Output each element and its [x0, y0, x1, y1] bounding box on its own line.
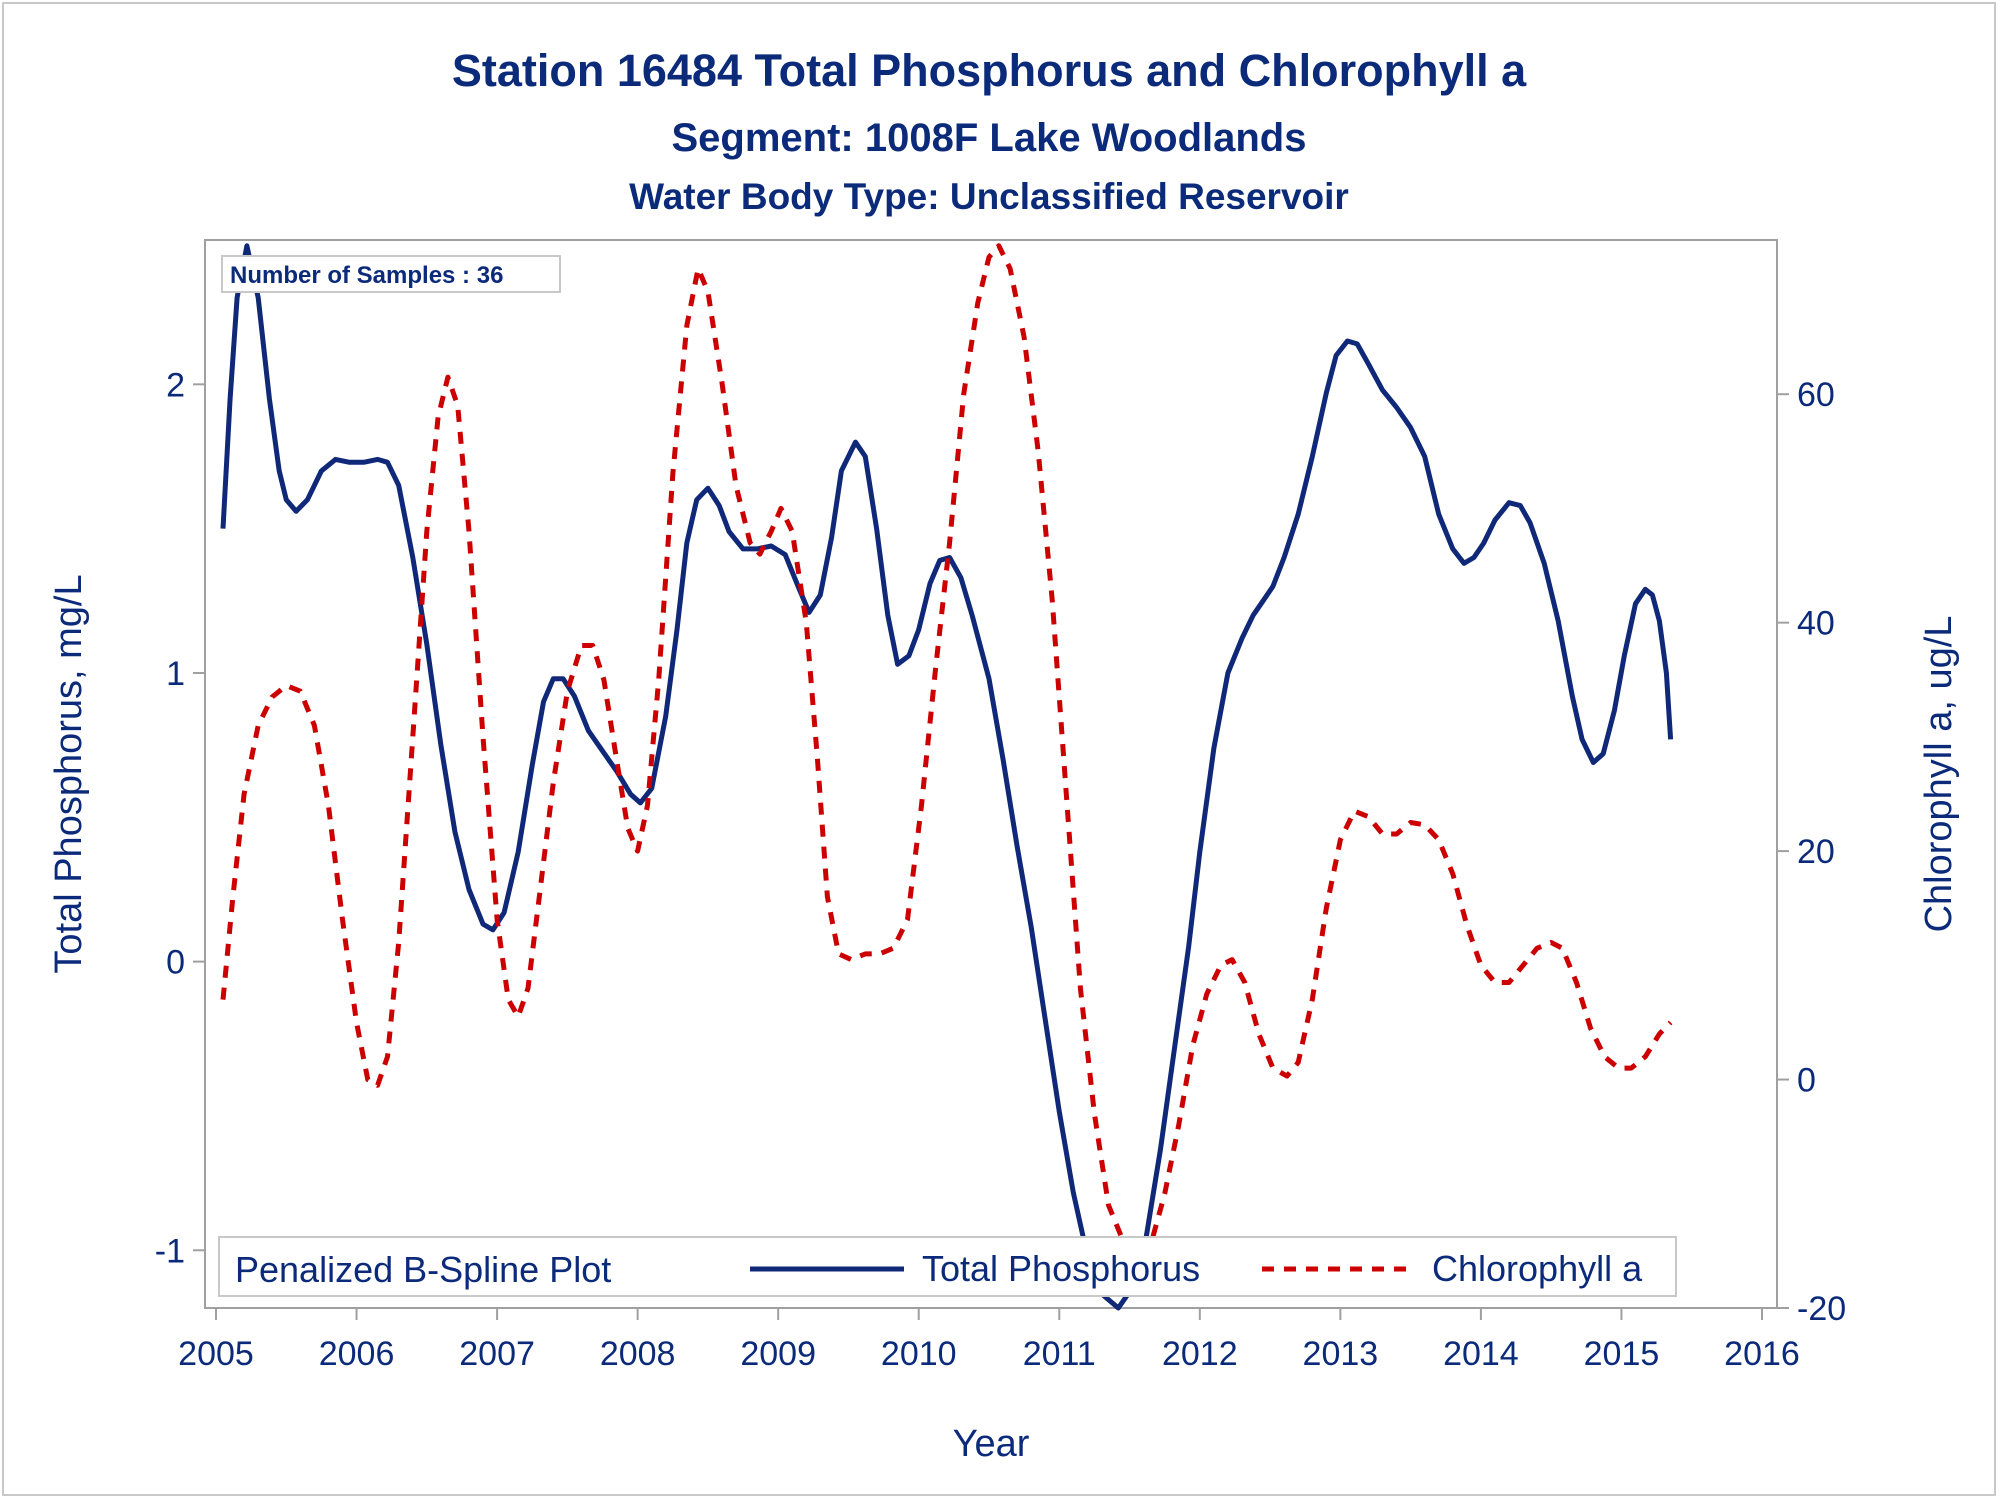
x-tick-label: 2008	[600, 1335, 676, 1373]
sample-count-box	[221, 255, 561, 293]
x-tick-label: 2006	[319, 1335, 395, 1373]
chart-title: Station 16484 Total Phosphorus and Chlor…	[452, 45, 1527, 96]
y-right-tick-label: 0	[1797, 1062, 1816, 1100]
y-right-tick-label: 60	[1797, 376, 1835, 414]
series-layer	[220, 243, 1674, 1311]
y-right-tick-label: 40	[1797, 605, 1835, 643]
x-tick-label: 2011	[1023, 1335, 1096, 1373]
legend-box	[218, 1236, 1677, 1297]
chart-canvas: Station 16484 Total Phosphorus and Chlor…	[48, 45, 1960, 1465]
x-tick-label: 2009	[740, 1335, 816, 1373]
x-tick-label: 2013	[1303, 1335, 1379, 1373]
x-axis-label: Year	[953, 1423, 1030, 1465]
x-tick-label: 2012	[1162, 1335, 1238, 1373]
y-left-tick-label: 0	[166, 944, 185, 982]
y-left-tick-label: 2	[166, 366, 185, 404]
legend-label-chlorophyll: Chlorophyll a	[1432, 1248, 1643, 1289]
y-axis-right-label: Chlorophyll a, ug/L	[1918, 616, 1960, 933]
y-left-tick-label: 1	[166, 655, 185, 693]
sample-count-inset: Number of Samples : 36	[221, 255, 561, 293]
x-tick-label: 2016	[1724, 1335, 1800, 1373]
chart-subtitle-2: Water Body Type: Unclassified Reservoir	[629, 176, 1349, 217]
x-tick-label: 2005	[178, 1335, 254, 1373]
series-line-total-phosphorus	[220, 243, 1674, 1311]
y-left-tick-label: -1	[155, 1232, 185, 1270]
axes-layer: 2005 2006 2007 2008 2009 2010 2011 2012 2013 2014…	[155, 366, 1846, 1373]
x-tick-label: 2010	[881, 1335, 957, 1373]
x-tick-label: 2015	[1584, 1335, 1660, 1373]
x-tick-label: 2014	[1443, 1335, 1519, 1373]
y-axis-left-label: Total Phosphorus, mg/L	[48, 574, 90, 973]
legend-label-total-phosphorus: Total Phosphorus	[922, 1248, 1200, 1289]
series-line-chlorophyll	[220, 243, 1673, 1260]
y-right-tick-label: 20	[1797, 833, 1835, 871]
legend: Penalized B-Spline Plot Total Phosphorus…	[218, 1236, 1677, 1297]
chart-subtitle: Segment: 1008F Lake Woodlands	[672, 116, 1307, 160]
y-right-tick-label: -20	[1797, 1290, 1846, 1328]
legend-title: Penalized B-Spline Plot	[235, 1249, 611, 1290]
sample-count-text: Number of Samples : 36	[230, 262, 503, 289]
x-tick-label: 2007	[459, 1335, 535, 1373]
